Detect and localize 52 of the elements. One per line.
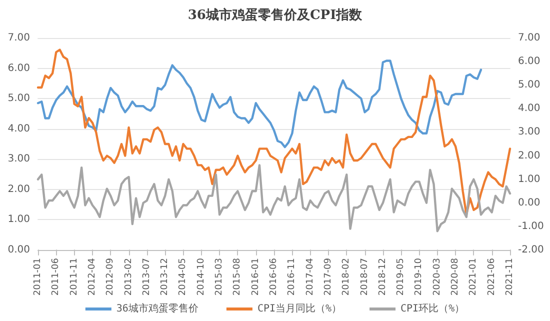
chart-title: 36城市鸡蛋零售价及CPI指数 (188, 7, 364, 23)
x-tick-label: 2013-07 (142, 258, 152, 296)
legend-label: CPI环比（%） (400, 302, 465, 314)
legend-label: CPI当月同比（%） (257, 302, 342, 314)
y2-tick-label: -1.00 (518, 220, 544, 232)
y2-tick-label: 2.00 (518, 150, 540, 162)
y-tick-label: 4.00 (8, 123, 30, 134)
x-tick-label: 2017-04 (305, 258, 316, 296)
x-tick-label: 2021-11 (505, 258, 515, 296)
x-tick-label: 2020-08 (450, 258, 461, 296)
line-series (36, 164, 512, 232)
y2-tick-label: 0.00 (518, 197, 540, 208)
y-tick-label: 0.00 (8, 244, 30, 256)
line-series (36, 48, 512, 216)
x-tick-label: 2018-07 (360, 258, 370, 296)
x-tick-label: 2011-01 (33, 258, 43, 296)
y2-tick-label: 7.00 (518, 32, 540, 44)
x-tick-label: 2011-11 (69, 258, 80, 296)
y-tick-label: 6.00 (8, 62, 30, 74)
y-tick-label: 7.00 (8, 32, 30, 44)
x-tick-label: 2019-10 (414, 258, 424, 296)
x-tick-label: 2018-02 (342, 258, 352, 296)
y2-tick-label: 4.00 (518, 103, 540, 114)
x-tick-label: 2012-09 (106, 258, 116, 296)
x-tick-label: 2020-03 (432, 258, 442, 296)
x-tick-label: 2016-11 (287, 258, 298, 296)
y-tick-label: 5.00 (8, 93, 30, 104)
y-tick-label: 1.00 (8, 214, 30, 226)
y2-tick-label: 6.00 (518, 56, 540, 68)
x-tick-label: 2017-09 (323, 258, 334, 296)
x-tick-label: 2014-05 (178, 258, 188, 296)
line-series (36, 60, 482, 148)
x-tick-label: 2013-12 (160, 258, 170, 296)
y-tick-label: 3.00 (8, 154, 30, 165)
x-tick-label: 2021-06 (486, 258, 497, 296)
x-tick-label: 2016-01 (250, 258, 261, 296)
x-tick-label: 2016-06 (269, 258, 279, 296)
x-tick-label: 2015-08 (232, 258, 243, 296)
legend-label: 36城市鸡蛋零售价 (116, 302, 198, 314)
x-tick-label: 2012-04 (87, 258, 98, 296)
y2-tick-label: -2.00 (518, 244, 544, 256)
x-tick-label: 2021-01 (468, 258, 479, 296)
y-tick-label: 2.00 (8, 184, 30, 195)
y2-tick-label: 1.00 (518, 174, 540, 185)
y2-tick-label: 5.00 (518, 80, 540, 91)
x-tick-label: 2019-05 (396, 258, 406, 296)
x-tick-label: 2013-02 (124, 258, 134, 296)
x-tick-label: 2014-10 (196, 258, 206, 296)
x-tick-label: 2011-06 (51, 258, 62, 296)
y2-tick-label: 3.00 (518, 126, 540, 138)
x-tick-label: 2015-03 (214, 258, 225, 296)
x-tick-label: 2018-12 (378, 258, 388, 296)
